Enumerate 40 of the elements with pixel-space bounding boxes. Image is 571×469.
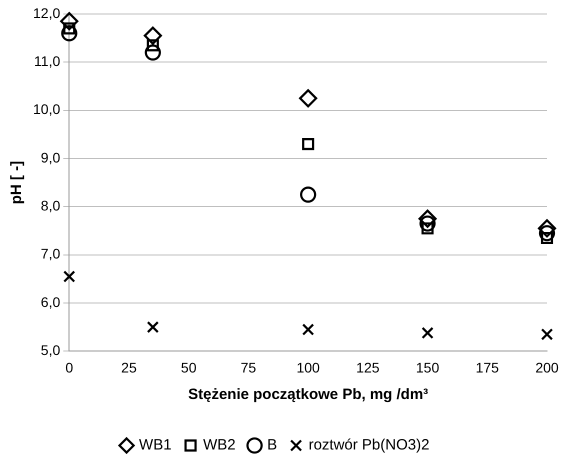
point (144, 26, 162, 45)
legend-label: roztwór Pb(NO3)2 (308, 436, 430, 454)
x-tick-label: 200 (535, 359, 559, 376)
y-tick-label: 7,0 (40, 246, 60, 262)
point (61, 25, 78, 42)
x-tick-label: 150 (416, 359, 440, 376)
point (422, 326, 434, 339)
legend-label: B (267, 436, 278, 454)
y-tick-label: 6,0 (40, 294, 60, 310)
y-axis-title: pH [ -] (8, 160, 26, 204)
point (60, 12, 78, 30)
point (540, 328, 554, 340)
x-tick-label: 100 (296, 359, 320, 376)
point (146, 321, 159, 334)
y-tick-label: 12,0 (33, 4, 60, 21)
y-tick-label: 5,0 (40, 342, 60, 358)
x-tick-label: 175 (476, 359, 500, 376)
x-tick-label: 125 (356, 359, 380, 376)
x-axis-title: Stężenie początkowe Pb, mg /dm³ (188, 386, 428, 404)
point (300, 186, 316, 203)
point (419, 215, 436, 232)
x-tick-label: 0 (65, 359, 74, 376)
point (299, 89, 318, 108)
x-tick-label: 25 (121, 359, 137, 376)
y-tick-label: 8,0 (40, 198, 60, 214)
x-tick-label: 50 (180, 359, 197, 376)
x-tick-label: 75 (240, 359, 256, 376)
y-tick-label: 11,0 (34, 53, 60, 70)
y-tick-label: 9,0 (40, 149, 60, 166)
point (538, 219, 556, 238)
legend-label: WB2 (203, 436, 236, 454)
point (144, 44, 161, 61)
y-tick-label: 10,0 (33, 101, 60, 118)
point (146, 39, 159, 52)
point (63, 270, 76, 283)
point (538, 225, 556, 242)
point (418, 210, 437, 228)
point (302, 323, 314, 336)
point (302, 138, 314, 150)
legend-label: WB1 (139, 436, 172, 454)
